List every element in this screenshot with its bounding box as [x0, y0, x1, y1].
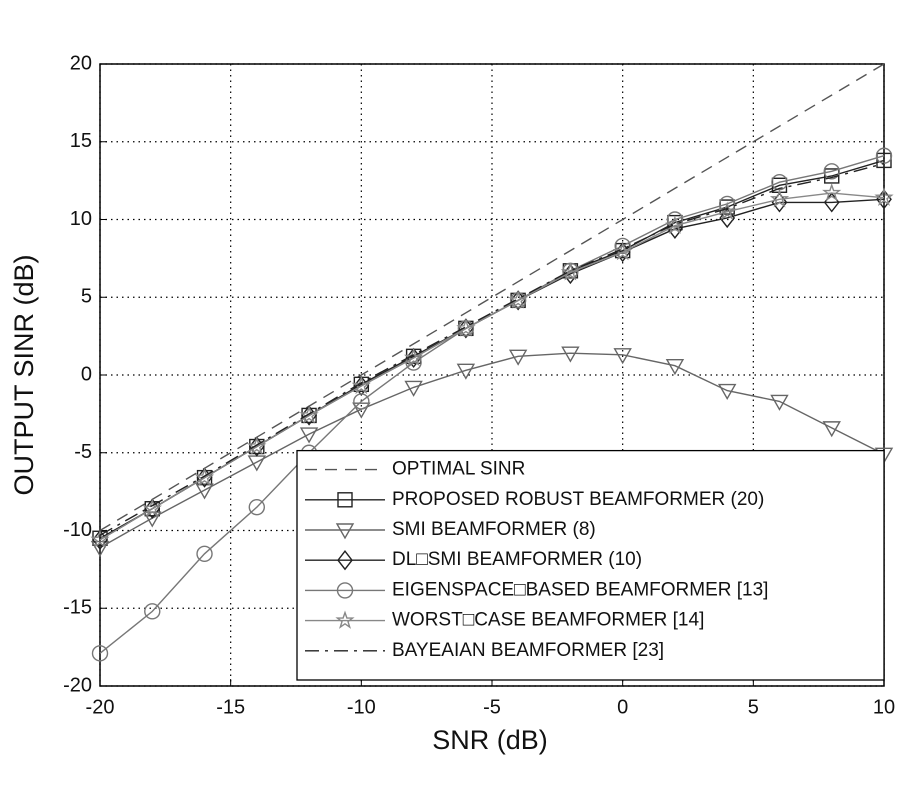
data-point — [248, 498, 265, 516]
x-tick-label: -15 — [216, 696, 245, 718]
data-point — [876, 189, 892, 210]
data-point — [613, 242, 633, 261]
data-point — [666, 211, 684, 228]
data-point — [299, 405, 319, 424]
legend-label: EIGENSPACE□BASED BEAMFORMER [13] — [392, 579, 768, 600]
legend-marker — [335, 523, 355, 540]
data-point — [719, 207, 736, 229]
data-point — [717, 201, 737, 220]
data-point — [456, 363, 476, 380]
data-point — [876, 152, 892, 169]
x-tick-label: 5 — [748, 696, 759, 718]
data-point — [352, 402, 371, 419]
legend-label: DL□SMI BEAMFORMER (10) — [392, 549, 642, 570]
y-tick-label: -20 — [63, 674, 92, 696]
x-tick-label: 10 — [873, 696, 895, 718]
y-tick-label: -10 — [63, 519, 92, 541]
data-point — [144, 603, 161, 620]
data-point — [91, 645, 109, 662]
x-axis-label: SNR (dB) — [432, 725, 548, 755]
legend: OPTIMAL SINR PROPOSED ROBUST BEAMFORMER (… — [296, 449, 885, 681]
data-point — [613, 348, 632, 365]
legend-label: BAYEAIAN BEAMFORMER [23] — [392, 640, 664, 661]
data-point — [196, 545, 213, 563]
data-point — [717, 383, 737, 400]
data-point — [665, 358, 685, 376]
data-point — [351, 375, 371, 395]
data-point — [143, 511, 162, 528]
plot-frame — [99, 63, 885, 687]
y-axis-label: OUTPUT SINR (dB) — [9, 254, 39, 495]
legend-marker — [337, 492, 353, 508]
data-point — [403, 347, 424, 367]
x-tick-label: -5 — [483, 696, 501, 718]
data-point — [874, 187, 894, 206]
data-point — [875, 147, 893, 164]
data-point — [142, 498, 162, 517]
data-point — [769, 189, 790, 208]
legend-marker — [335, 610, 355, 629]
data-point — [822, 182, 842, 202]
data-point — [561, 346, 580, 363]
legend-label: OPTIMAL SINR — [392, 459, 525, 480]
legend-marker — [337, 550, 353, 571]
series-line — [99, 192, 885, 541]
legend-box — [296, 449, 885, 681]
y-tick-label: 0 — [81, 363, 92, 385]
x-tick-label: -20 — [86, 696, 115, 718]
legend-label: PROPOSED ROBUST BEAMFORMER (20) — [392, 489, 764, 510]
data-point — [299, 427, 319, 444]
legend-label: WORST□CASE BEAMFORMER [14] — [392, 610, 704, 631]
data-point — [90, 529, 110, 549]
data-point — [823, 163, 840, 180]
data-point — [404, 380, 423, 397]
series-line — [99, 352, 885, 549]
data-point — [614, 237, 631, 255]
series-line — [99, 63, 885, 532]
data-point — [247, 455, 267, 472]
data-point — [195, 483, 214, 500]
data-point — [247, 436, 267, 455]
data-point — [560, 262, 581, 281]
series-line — [99, 162, 885, 536]
y-tick-label: -15 — [63, 597, 92, 619]
data-point — [353, 393, 370, 410]
data-point — [90, 540, 110, 558]
y-tick-label: 10 — [70, 208, 92, 230]
legend-label: SMI BEAMFORMER (8) — [392, 519, 596, 540]
data-point — [770, 394, 789, 411]
data-point — [508, 349, 528, 366]
data-point — [456, 318, 476, 337]
y-tick-label: 15 — [70, 130, 92, 152]
y-tick-label: 5 — [81, 286, 92, 308]
x-tick-label: -10 — [347, 696, 376, 718]
legend-marker — [336, 582, 354, 599]
data-point — [508, 290, 528, 309]
data-point — [822, 421, 841, 438]
y-tick-label: 20 — [70, 52, 92, 74]
y-tick-label: -5 — [74, 441, 92, 463]
data-point — [194, 467, 215, 486]
x-tick-label: 0 — [617, 696, 628, 718]
